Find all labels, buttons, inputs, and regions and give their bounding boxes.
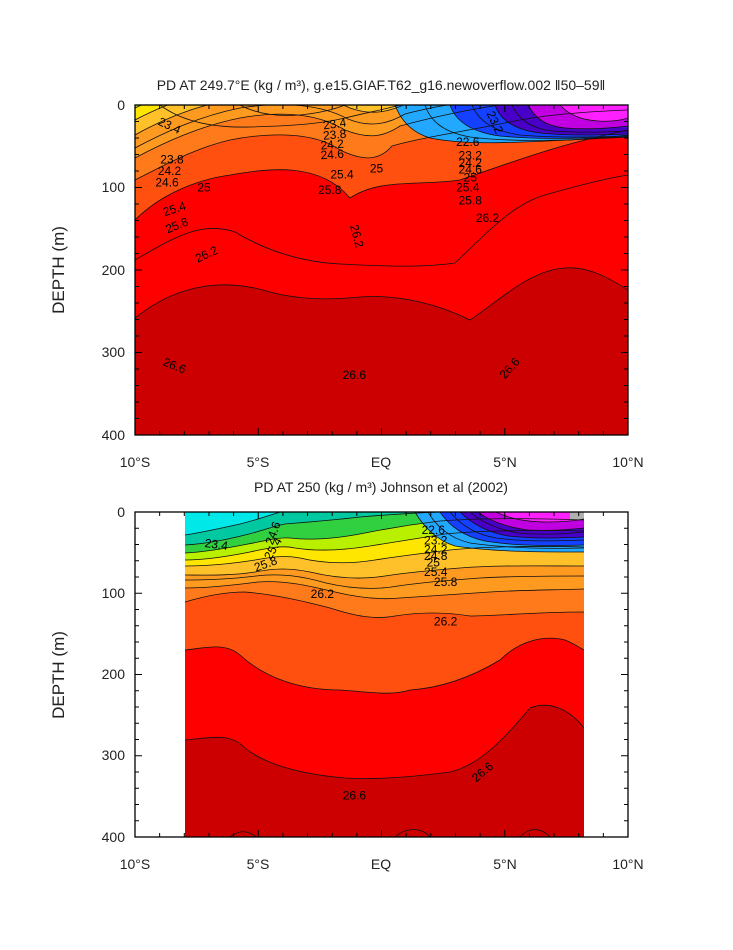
contour-label: 22.6 <box>422 523 446 537</box>
panel-2-tick-marks <box>134 511 629 838</box>
contour-label: 26.2 <box>434 615 458 629</box>
contour-label: 25 <box>427 555 441 569</box>
contour-label: 26.2 <box>311 587 335 601</box>
panel-1-ytick-label: 400 <box>102 427 126 443</box>
panel-2-ytick-label: 300 <box>102 747 126 763</box>
contour-label: 24.6 <box>320 147 345 163</box>
contour-label: 23.2 <box>459 148 483 162</box>
panel-2-y-tick-labels: 0 100 200 300 400 <box>102 504 126 845</box>
contour-label: 24.2 <box>459 156 483 170</box>
panel-1-contour-labels: 23.4 23.423.824.224.6 2525.425.823.824.224… <box>155 109 523 382</box>
contour-label: 25.4 <box>424 565 448 579</box>
contour-label: 25.8 <box>434 575 458 589</box>
panel-2-xtick-label: 5°N <box>493 856 517 872</box>
panel-2-xtick-label: 10°S <box>120 856 151 872</box>
contour-label: 24.2 <box>158 164 182 178</box>
panel-2-contour-labels: 23.4 24.625.425.822.623.224.224.82525.425… <box>204 519 496 802</box>
panel-1-y-tick-labels: 0 100 200 300 400 <box>102 97 126 443</box>
contour-label: 26.6 <box>343 789 367 803</box>
panel-1-ytick-label: 200 <box>102 262 126 278</box>
panel-1-x-tick-labels: 10°S 5°S EQ 5°N 10°N <box>120 454 644 470</box>
panel-2-xtick-label: 10°N <box>612 856 643 872</box>
panel-1-ytick-label: 300 <box>102 344 126 360</box>
panel-1-xtick-label: 5°N <box>493 454 517 470</box>
contour-label: 23.4 <box>322 115 347 132</box>
contour-label: 24.6 <box>459 162 483 176</box>
panel-2-ytick-label: 0 <box>117 504 125 520</box>
panel-2-ytick-label: 400 <box>102 829 126 845</box>
contour-label: 23.4 <box>204 536 229 553</box>
panel-model-section: PD AT 249.7°E (kg / m³), g.e15.GIAF.T62_… <box>49 77 644 470</box>
panel-2-contour-fill <box>185 512 584 837</box>
contour-label: 26.2 <box>476 211 500 225</box>
panel-1-xtick-label: 5°S <box>247 454 270 470</box>
contour-label: 23.8 <box>160 152 184 166</box>
panel-1-contour-lines <box>135 105 628 321</box>
panel-1-xtick-label: 10°S <box>120 454 151 470</box>
panel-2-title: PD AT 250 (kg / m³) Johnson et al (2002) <box>254 479 508 495</box>
panel-1-title: PD AT 249.7°E (kg / m³), g.e15.GIAF.T62_… <box>157 77 606 93</box>
panel-2-ytick-label: 100 <box>102 585 126 601</box>
contour-label: 25.4 <box>161 199 188 220</box>
contour-label: 25.4 <box>456 181 480 195</box>
panel-1-ytick-label: 0 <box>117 97 125 113</box>
contour-label: 23.2 <box>424 533 448 547</box>
panel-1-ytick-label: 100 <box>102 179 126 195</box>
contour-label: 25.8 <box>318 183 342 197</box>
contour-label: 24.6 <box>155 176 179 190</box>
panel-2-y-axis-label: DEPTH (m) <box>49 631 68 719</box>
contour-label: 25.8 <box>459 194 483 208</box>
contour-label: 26.6 <box>343 368 367 382</box>
contour-label: 25 <box>464 171 478 185</box>
panel-1-xtick-label: 10°N <box>612 454 643 470</box>
panel-observed-section: PD AT 250 (kg / m³) Johnson et al (2002) <box>49 479 644 872</box>
panel-1-xtick-label: EQ <box>371 454 391 470</box>
contour-label: 25.4 <box>330 167 354 181</box>
panel-1-contour-fill <box>135 105 628 435</box>
panel-2-contour-lines <box>185 512 584 837</box>
contour-label: 23.8 <box>322 127 347 143</box>
panel-2-xtick-label: EQ <box>371 856 391 872</box>
panel-2-ytick-label: 200 <box>102 666 126 682</box>
panel-2-xtick-label: 5°S <box>247 856 270 872</box>
contour-label: 24.2 <box>424 542 448 556</box>
contour-label: 22.6 <box>456 135 480 149</box>
panel-2-x-tick-labels: 10°S 5°S EQ 5°N 10°N <box>120 856 644 872</box>
panel-1-tick-marks <box>134 104 629 436</box>
contour-label: 24.2 <box>320 137 345 153</box>
contour-label: 25 <box>197 181 211 195</box>
panel-1-y-axis-label: DEPTH (m) <box>49 226 68 314</box>
contour-label: 25 <box>370 162 384 176</box>
contour-label: 24.8 <box>424 549 448 563</box>
contour-label: 26.2 <box>347 223 367 249</box>
